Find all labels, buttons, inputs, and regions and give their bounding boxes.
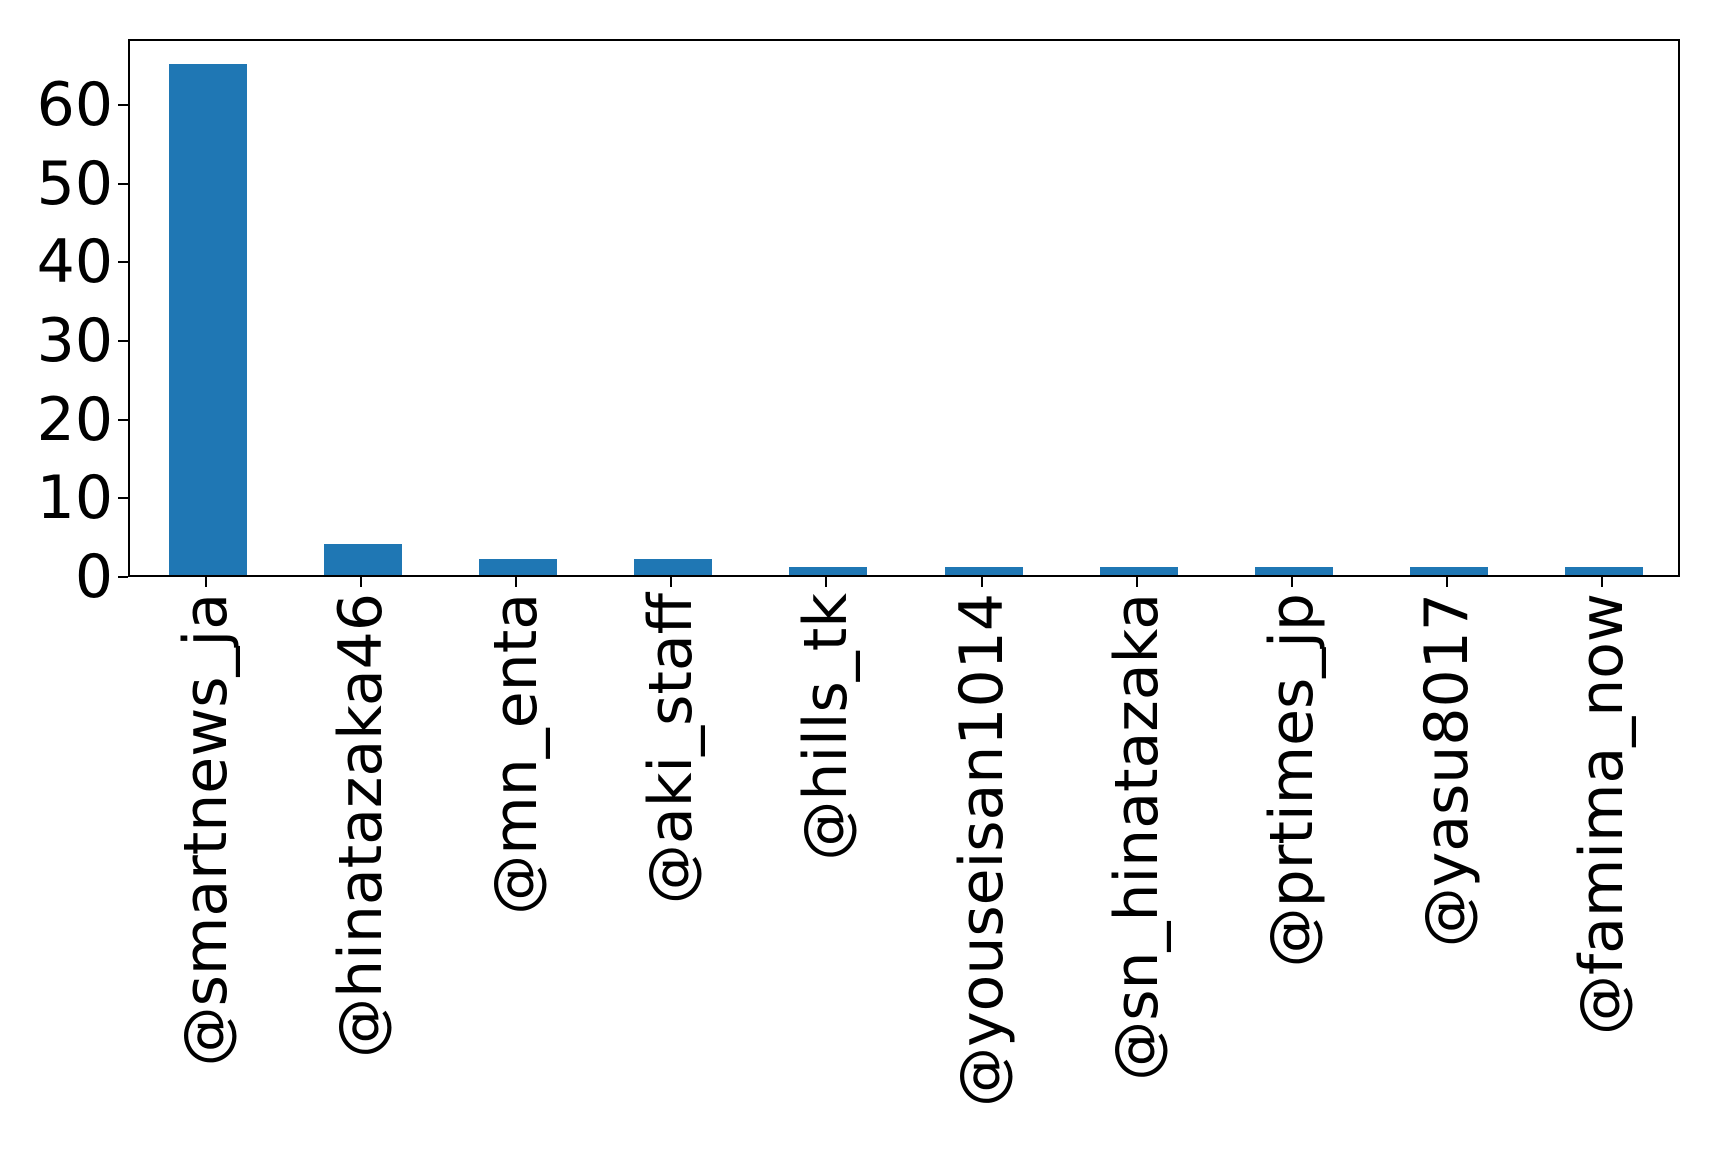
x-tick-label-text: @sn_hinatazaka [1102,593,1172,1081]
bar [1255,567,1333,575]
x-tick-mark [1446,577,1448,587]
y-tick-label: 50 [36,149,113,219]
bar [634,559,712,575]
x-tick-mark [1136,577,1138,587]
bar [1565,567,1643,575]
x-tick-mark [670,577,672,587]
bar [1410,567,1488,575]
x-tick-mark [1601,577,1603,587]
bar [945,567,1023,575]
x-tick-label-text: @prtimes_jp [1257,593,1327,968]
x-tick-mark [515,577,517,587]
y-tick-mark [118,419,128,421]
bar [789,567,867,575]
y-tick-label: 0 [74,542,113,612]
y-tick-mark [118,261,128,263]
x-tick-mark [981,577,983,587]
y-tick-mark [118,497,128,499]
y-tick-label: 10 [36,463,113,533]
bar [1100,567,1178,575]
y-tick-mark [118,576,128,578]
y-tick-label: 20 [36,385,113,455]
x-tick-mark [360,577,362,587]
x-tick-mark [205,577,207,587]
x-tick-label-text: @mn_enta [481,593,551,915]
x-tick-label-text: @aki_staff [636,593,706,905]
plot-area [128,39,1680,577]
x-tick-label-text: @hinatazaka46 [326,593,396,1058]
x-tick-mark [825,577,827,587]
bar [479,559,557,575]
bar [169,64,247,575]
x-tick-label-text: @smartnews_ja [171,593,241,1067]
x-tick-label-text: @youseisan1014 [947,593,1017,1107]
y-tick-label: 30 [36,306,113,376]
bar [324,544,402,575]
y-tick-mark [118,340,128,342]
x-tick-label-text: @hills_tk [791,593,861,861]
x-tick-mark [1291,577,1293,587]
y-tick-label: 60 [36,70,113,140]
y-tick-label: 40 [36,227,113,297]
x-tick-label-text: @famima_now [1567,593,1637,1036]
y-tick-mark [118,183,128,185]
y-tick-mark [118,104,128,106]
x-tick-label-text: @yasu8017 [1412,593,1482,948]
